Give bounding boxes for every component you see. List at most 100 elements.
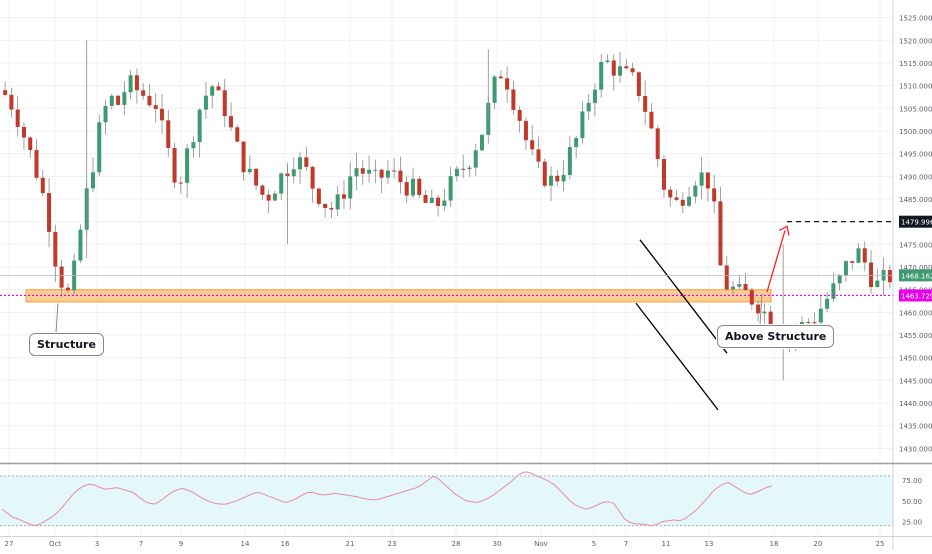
above-structure-callout[interactable]: Above Structure [717, 325, 835, 348]
candle-body [128, 75, 133, 93]
candle-body [605, 60, 610, 62]
candle-body [291, 169, 296, 177]
candle-body [354, 168, 359, 177]
candle-body [260, 185, 265, 195]
candle-body [592, 89, 597, 103]
candle-body [210, 86, 215, 96]
y-tick-label: 1520.000 [899, 37, 932, 45]
candle-body [404, 182, 409, 196]
rsi-tick-label: 25.00 [902, 519, 922, 527]
x-tick-label: 16 [281, 540, 290, 548]
target-price-label: 1479.996 [901, 219, 932, 227]
y-tick-label: 1485.000 [899, 196, 932, 204]
x-tick-label: 9 [179, 540, 183, 548]
candle-body [636, 72, 641, 96]
candle-body [467, 167, 472, 170]
x-tick-label: 20 [814, 540, 823, 548]
candle-body [65, 287, 70, 291]
y-tick-label: 1495.000 [899, 151, 932, 159]
candle-body [705, 172, 710, 189]
rsi-tick-label: 75.00 [902, 477, 922, 485]
candle-body [109, 95, 114, 106]
candle-body [831, 283, 836, 299]
candle-body [329, 207, 334, 210]
candle-body [304, 157, 309, 167]
candle-body [818, 308, 823, 323]
candle-body [549, 175, 554, 186]
candle-body [762, 311, 767, 314]
candle-body [385, 170, 390, 178]
x-tick-label: 13 [705, 540, 714, 548]
candle-body [310, 166, 315, 189]
candle-body [505, 78, 510, 90]
candle-body [122, 92, 127, 105]
rsi-line [1, 471, 773, 527]
y-tick-label: 1505.000 [899, 105, 932, 113]
candle-body [630, 68, 635, 73]
candle-body [661, 159, 666, 190]
rsi-tick-label: 50.00 [902, 498, 922, 506]
candle-body [323, 203, 328, 208]
candle-body [737, 284, 742, 287]
candle-body [574, 138, 579, 148]
candle-body [850, 261, 855, 263]
structure-pointer [55, 303, 59, 334]
candle-body [392, 170, 397, 172]
candle-body [730, 286, 736, 290]
x-tick-label: 18 [770, 540, 779, 548]
y-tick-label: 1510.000 [899, 83, 932, 91]
grid [0, 0, 893, 536]
candle-body [674, 197, 679, 200]
candle-body [812, 322, 817, 324]
candle-body [624, 66, 629, 69]
channel-upper-line [639, 239, 728, 354]
candle-body [178, 182, 183, 184]
candle-body [542, 161, 547, 186]
candle-body [90, 172, 95, 189]
candle-body [536, 149, 541, 162]
y-tick-label: 1455.000 [899, 332, 932, 340]
candle-body [159, 108, 165, 121]
projection-arrow-head [778, 225, 790, 236]
candle-body [655, 128, 660, 160]
candle-body [53, 231, 58, 267]
candle-body [586, 102, 591, 112]
y-tick-label: 1525.000 [899, 15, 932, 23]
candle-body [618, 66, 623, 76]
candle-body [254, 168, 259, 186]
candle-body [216, 86, 221, 91]
candle-body [699, 172, 704, 186]
candle-body [348, 176, 353, 199]
candle-body [523, 120, 528, 141]
candle-body [360, 168, 365, 174]
candle-body [298, 157, 303, 170]
candle-body [379, 169, 384, 178]
candle-body [837, 275, 842, 284]
candle-body [806, 322, 811, 324]
channel-lower-line [635, 302, 719, 411]
candle-body [473, 150, 478, 168]
above-structure-pointer [759, 294, 763, 326]
candle-body [116, 95, 121, 105]
candle-body [643, 95, 648, 112]
candle-body [417, 178, 422, 195]
x-tick-label: 25 [876, 540, 885, 548]
rsi-band [0, 475, 893, 526]
candle-body [367, 169, 372, 174]
candle-body [203, 95, 208, 110]
candle-body [423, 194, 428, 203]
candle-body [229, 116, 234, 128]
candle-body [461, 168, 466, 170]
y-tick-label: 1515.000 [899, 60, 932, 68]
projection-arrow-line [766, 230, 786, 293]
candle-body [856, 248, 861, 263]
candle-body [97, 122, 102, 173]
candle-body [373, 169, 378, 171]
y-tick-label: 1500.000 [899, 128, 932, 136]
candle-body [680, 199, 685, 206]
structure-callout[interactable]: Structure [29, 333, 104, 356]
current-price-label: 1468.162 [901, 272, 932, 280]
candle-body [599, 61, 604, 90]
